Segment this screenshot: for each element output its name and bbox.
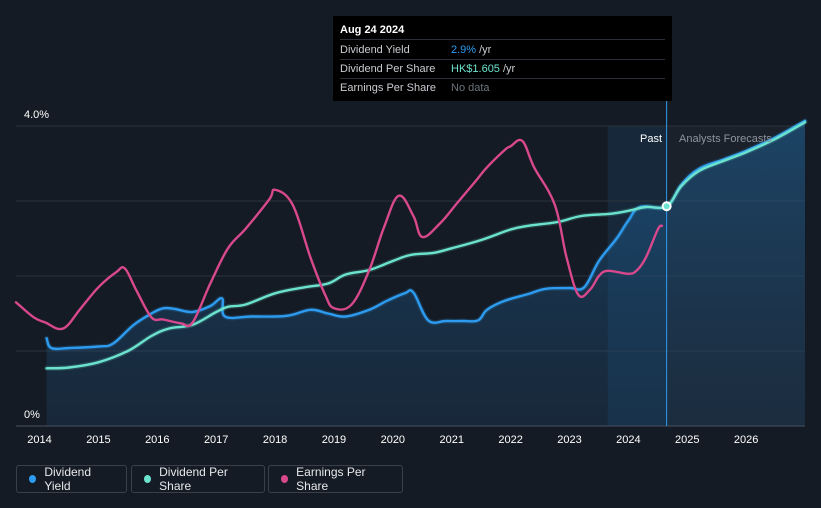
tooltip-value: No data xyxy=(451,82,490,94)
legend-label: Earnings Per Share xyxy=(296,465,366,493)
dividend-yield-area xyxy=(46,120,806,427)
tooltip-label: Dividend Per Share xyxy=(340,63,436,75)
legend-earnings-per-share[interactable]: Earnings Per Share xyxy=(268,465,403,493)
x-tick-label: 2019 xyxy=(322,434,346,446)
x-tick-label: 2023 xyxy=(557,434,581,446)
x-tick-label: 2022 xyxy=(498,434,522,446)
x-tick-label: 2014 xyxy=(27,434,51,446)
legend-dot-icon xyxy=(281,475,289,483)
x-tick-label: 2015 xyxy=(86,434,110,446)
legend-label: Dividend Per Share xyxy=(159,465,228,493)
hover-marker xyxy=(661,201,672,212)
x-tick-label: 2025 xyxy=(675,434,699,446)
x-tick-label: 2026 xyxy=(734,434,758,446)
x-tick-label: 2021 xyxy=(439,434,463,446)
analysts-forecasts-label: Analysts Forecasts xyxy=(679,133,772,145)
earnings-per-share-line xyxy=(14,138,664,331)
legend-dot-icon xyxy=(29,475,37,483)
x-tick-label: 2017 xyxy=(204,434,228,446)
tooltip-label: Dividend Yield xyxy=(340,44,410,56)
tooltip-unit: /yr xyxy=(479,44,492,56)
marker-inner xyxy=(663,203,670,210)
x-axis-ticks: 2014 2015 2016 2017 2018 2019 2020 2021 2022 2023… xyxy=(27,434,758,446)
tooltip-row-dividend-per-share: Dividend Per Share HK$1.605 /yr xyxy=(340,60,665,79)
y-axis-bottom-label: 0% xyxy=(24,409,40,421)
dividend-per-share-line xyxy=(45,121,807,370)
past-label: Past xyxy=(640,133,662,145)
x-tick-label: 2020 xyxy=(381,434,405,446)
tooltip-date: Aug 24 2024 xyxy=(340,22,665,40)
series-lines xyxy=(14,118,808,371)
x-tick-label: 2018 xyxy=(263,434,287,446)
legend-label: Dividend Yield xyxy=(44,465,92,493)
tooltip-value: HK$1.605 xyxy=(451,63,500,75)
legend-dot-icon xyxy=(144,475,152,483)
legend-dividend-per-share[interactable]: Dividend Per Share xyxy=(131,465,265,493)
tooltip-label: Earnings Per Share xyxy=(340,82,436,94)
tooltip-value: 2.9% xyxy=(451,44,477,56)
y-axis-top-label: 4.0% xyxy=(24,109,49,121)
tooltip: Aug 24 2024 Dividend Yield 2.9% /yr Divi… xyxy=(333,16,672,101)
tooltip-row-earnings-per-share: Earnings Per Share No data xyxy=(340,79,665,97)
tooltip-unit: /yr xyxy=(502,63,516,75)
x-tick-label: 2016 xyxy=(145,434,169,446)
tooltip-row-dividend-yield: Dividend Yield 2.9% /yr xyxy=(340,41,665,60)
series-areas xyxy=(46,120,806,427)
legend-dividend-yield[interactable]: Dividend Yield xyxy=(16,465,127,493)
x-tick-label: 2024 xyxy=(616,434,640,446)
